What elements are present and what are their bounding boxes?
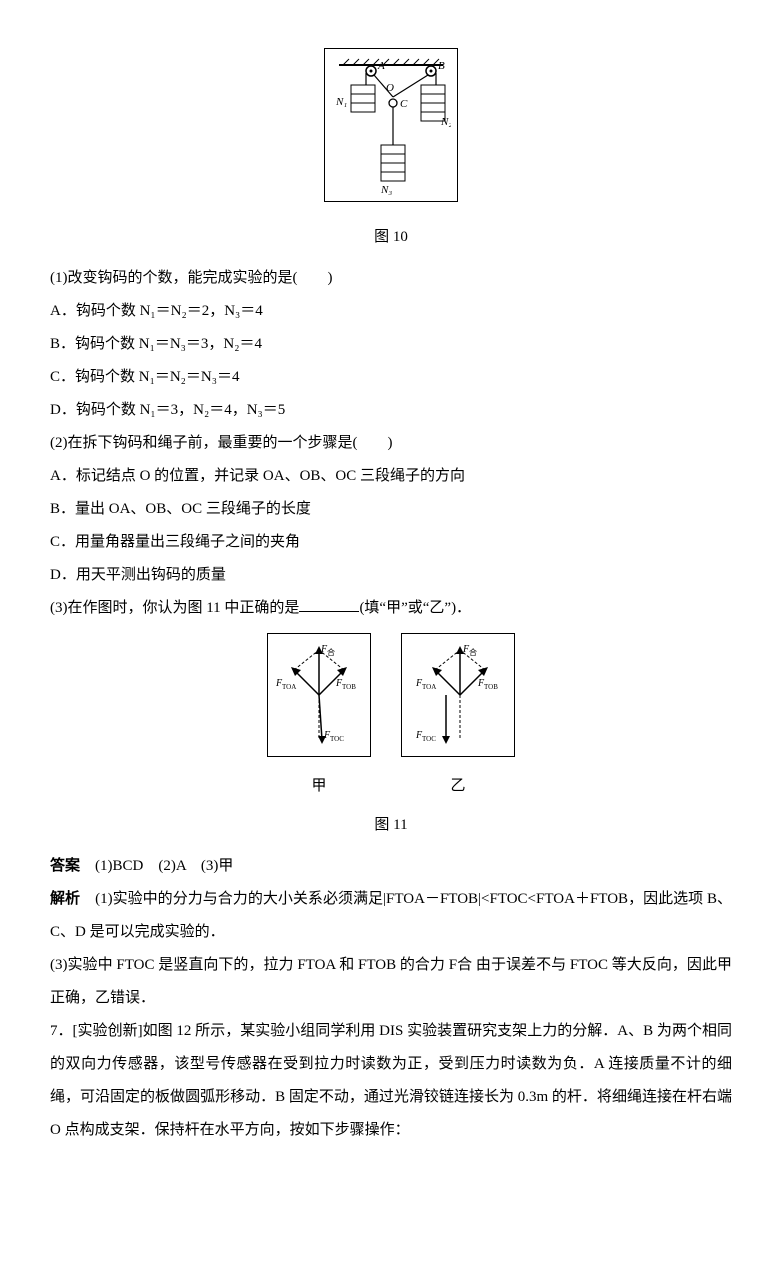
q1-stem: (1)改变钩码的个数，能完成实验的是( ) xyxy=(50,262,732,295)
figure-10-box: A B O C N₁ N₂ N₃ xyxy=(324,48,458,202)
q3-stem: (3)在作图时，你认为图 11 中正确的是 (填“甲”或“乙”)． xyxy=(50,592,732,625)
q3-blank xyxy=(299,611,359,612)
figure-10-caption: 图 10 xyxy=(50,221,732,254)
q7-text: 7．[实验创新]如图 12 所示，某实验小组同学利用 DIS 实验装置研究支架上… xyxy=(50,1015,732,1147)
svg-text:TOA: TOA xyxy=(422,683,436,691)
explain-p1-text: (1)实验中的分力与合力的大小关系必须满足|FTOA－FTOB|<FTOC<FT… xyxy=(50,891,732,940)
svg-text:TOB: TOB xyxy=(484,683,498,691)
figure-11-yi-label: 乙 xyxy=(401,770,515,803)
figure-11-caption: 图 11 xyxy=(50,809,732,842)
q3-pre: (3)在作图时，你认为图 11 中正确的是 xyxy=(50,600,299,616)
explain-label: 解析 xyxy=(50,891,80,907)
q1-optD: D．钩码个数 N₁＝3，N₂＝4，N₃＝5 xyxy=(50,394,732,427)
figure-11-yi: F合 FTOA FTOB FTO xyxy=(401,633,515,803)
answer-label: 答案 xyxy=(50,858,80,874)
q2-optC: C．用量角器量出三段绳子之间的夹角 xyxy=(50,526,732,559)
svg-text:合: 合 xyxy=(327,647,335,657)
q1-optB: B．钩码个数 N₁＝N₃＝3，N₂＝4 xyxy=(50,328,732,361)
q3-post: (填“甲”或“乙”)． xyxy=(359,600,471,616)
svg-text:N₃: N₃ xyxy=(380,184,392,195)
explain-p2: (3)实验中 FTOC 是竖直向下的，拉力 FTOA 和 FTOB 的合力 F合… xyxy=(50,949,732,1015)
answer-line: 答案 (1)BCD (2)A (3)甲 xyxy=(50,850,732,883)
svg-text:C: C xyxy=(400,98,408,110)
figure-11-jia-svg: F合 FTOA FTOB FTO xyxy=(274,640,364,750)
svg-text:TOC: TOC xyxy=(330,735,344,743)
figure-10: A B O C N₁ N₂ N₃ 图 10 xyxy=(50,48,732,254)
q2-optB: B．量出 OA、OB、OC 三段绳子的长度 xyxy=(50,493,732,526)
answer-text: (1)BCD (2)A (3)甲 xyxy=(80,858,233,874)
svg-text:B: B xyxy=(438,60,445,72)
figure-11: F合 FTOA FTOB FTO xyxy=(50,633,732,842)
figure-11-jia: F合 FTOA FTOB FTO xyxy=(267,633,371,803)
svg-text:O: O xyxy=(386,82,394,94)
figure-10-svg: A B O C N₁ N₂ N₃ xyxy=(331,55,451,195)
svg-text:TOC: TOC xyxy=(422,735,436,743)
svg-text:N₁: N₁ xyxy=(335,96,347,108)
svg-text:合: 合 xyxy=(469,647,477,657)
q2-stem: (2)在拆下钩码和绳子前，最重要的一个步骤是( ) xyxy=(50,427,732,460)
q1-optA: A．钩码个数 N₁＝N₂＝2，N₃＝4 xyxy=(50,295,732,328)
svg-text:TOB: TOB xyxy=(342,683,356,691)
q2-optA: A．标记结点 O 的位置，并记录 OA、OB、OC 三段绳子的方向 xyxy=(50,460,732,493)
svg-text:A: A xyxy=(377,60,385,72)
svg-text:TOA: TOA xyxy=(282,683,296,691)
svg-text:N₂: N₂ xyxy=(440,116,451,128)
q2-optD: D．用天平测出钩码的质量 xyxy=(50,559,732,592)
figure-11-yi-svg: F合 FTOA FTOB FTO xyxy=(408,640,508,750)
figure-11-jia-label: 甲 xyxy=(267,770,371,803)
q1-optC: C．钩码个数 N₁＝N₂＝N₃＝4 xyxy=(50,361,732,394)
explain-p1: 解析 (1)实验中的分力与合力的大小关系必须满足|FTOA－FTOB|<FTOC… xyxy=(50,883,732,949)
